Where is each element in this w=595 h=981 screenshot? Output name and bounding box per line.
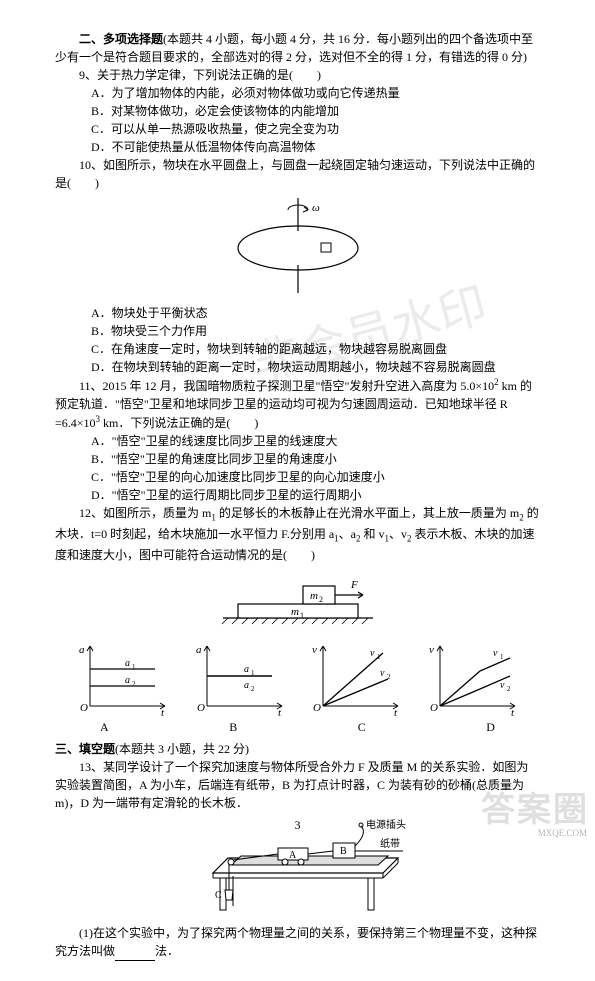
svg-text:O: O	[80, 702, 88, 714]
svg-text:v: v	[370, 648, 375, 659]
section3-instructions: (本题共 3 小题，共 22 分)	[115, 742, 249, 756]
q10-optD: D．在物块到转轴的距离一定时，物块运动周期越小，物块越不容易脱离圆盘	[55, 358, 540, 376]
q12-p4: 、a	[339, 527, 356, 541]
svg-text:1: 1	[300, 611, 304, 620]
q12-p5: 和 v	[360, 527, 384, 541]
graph-label-B: B	[229, 718, 237, 736]
graph-label-D: D	[486, 718, 495, 736]
q12-main-figure: m1 m2 F	[55, 570, 540, 635]
q12-stem: 12、如图所示，质量为 m1 的足够长的木板静止在光滑水平面上，其上放一质量为 …	[55, 504, 540, 564]
svg-text:t: t	[278, 707, 282, 716]
q10-optB: B．物块受三个力作用	[55, 322, 540, 340]
svg-text:O: O	[197, 702, 205, 714]
graph-label-C: C	[358, 718, 366, 736]
q9-stem: 9、关于热力学定律，下列说法正确的是( )	[55, 66, 540, 84]
svg-text:O: O	[430, 702, 438, 714]
blank-fill	[115, 942, 155, 961]
q11-stem-p1: 11、2015 年 12 月，我国暗物质粒子探测卫星"悟空"发射升空进入高度为 …	[79, 379, 494, 393]
q9-optA: A．为了增加物体的内能，必须对物体做功或向它传递热量	[55, 84, 540, 102]
section3-title: 三、填空题	[55, 742, 115, 756]
q9-optB: B．对某物体做功，必定会使该物体的内能增加	[55, 102, 540, 120]
disk-figure-svg: ω	[213, 198, 383, 293]
svg-text:a: a	[79, 644, 85, 656]
q12-graph-row: a t O a1 a2 a t O a1 a2 v t O v1	[75, 641, 520, 716]
block-on-plank-svg: m1 m2 F	[213, 570, 383, 630]
q10-optC: C．在角速度一定时，物块到转轴的距离越远，物块越容易脱离圆盘	[55, 340, 540, 358]
svg-text:v: v	[312, 644, 317, 656]
svg-text:a: a	[196, 644, 202, 656]
page-number: 3	[0, 816, 595, 834]
q12-p6: 、v	[389, 527, 407, 541]
graph-A: a t O a1 a2	[75, 641, 170, 716]
svg-text:C: C	[215, 890, 222, 901]
q11-optC: C．"悟空"卫星的向心加速度比同步卫星的向心加速度小	[55, 468, 540, 486]
svg-text:v: v	[493, 648, 498, 659]
svg-text:1: 1	[251, 669, 255, 677]
q13-part1b: 法．	[155, 944, 179, 958]
section2-header: 二、多项选择题(本题共 4 小题，每小题 4 分，共 16 分．每小题列出的四个…	[55, 30, 540, 66]
svg-text:1: 1	[377, 653, 381, 661]
svg-text:t: t	[394, 707, 398, 716]
graph-C: v t O v1 v2	[308, 641, 403, 716]
svg-text:O: O	[313, 702, 321, 714]
svg-text:t: t	[511, 707, 515, 716]
svg-text:2: 2	[507, 685, 511, 693]
svg-text:2: 2	[387, 673, 391, 681]
q11-optA: A．"悟空"卫星的线速度比同步卫星的线速度大	[55, 432, 540, 450]
svg-text:2: 2	[132, 680, 136, 688]
q11-stem: 11、2015 年 12 月，我国暗物质粒子探测卫星"悟空"发射升空进入高度为 …	[55, 376, 540, 432]
svg-text:t: t	[161, 707, 165, 716]
svg-text:v: v	[380, 668, 385, 679]
section3-header: 三、填空题(本题共 3 小题，共 22 分)	[55, 740, 540, 758]
svg-text:B: B	[340, 846, 347, 857]
svg-text:纸带: 纸带	[380, 837, 400, 850]
svg-text:a: a	[244, 680, 249, 691]
q11-stem-p3: km．下列说法正确的是( )	[100, 416, 258, 430]
svg-text:v: v	[500, 680, 505, 691]
q12-graph-labels: A B C D	[100, 718, 495, 736]
graph-D: v t O v1 v2	[425, 641, 520, 716]
svg-text:A: A	[289, 850, 297, 861]
svg-text:2: 2	[251, 685, 255, 693]
q13-stem: 13、某同学设计了一个探究加速度与物体所受合外力 F 及质量 M 的关系实验．如…	[55, 758, 540, 812]
svg-text:a: a	[244, 664, 249, 675]
svg-text:v: v	[429, 644, 434, 656]
svg-text:F: F	[350, 579, 358, 591]
q9-optC: C．可以从单一热源吸收热量，使之完全变为功	[55, 120, 540, 138]
q10-optA: A．物块处于平衡状态	[55, 304, 540, 322]
svg-text:1: 1	[500, 653, 504, 661]
q11-optB: B．"悟空"卫星的角速度比同步卫星的角速度小	[55, 450, 540, 468]
svg-text:m: m	[310, 590, 318, 602]
svg-text:a: a	[125, 675, 130, 686]
q12-p1: 12、如图所示，质量为 m	[79, 506, 211, 520]
q10-stem: 10、如图所示，物块在水平圆盘上，与圆盘一起绕固定轴匀速运动，下列说法中正确的是…	[55, 156, 540, 192]
q13-part1: (1)在这个实验中，为了探究两个物理量之间的关系，要保持第三个物理量不变，这种探…	[55, 924, 540, 961]
svg-text:a: a	[125, 658, 130, 669]
q9-optD: D．不可能使热量从低温物体传向高温物体	[55, 138, 540, 156]
q12-p2: 的足够长的木板静止在光滑水平面上，其上放一质量为 m	[216, 506, 519, 520]
q10-figure: ω	[55, 198, 540, 298]
q11-optD: D．"悟空"卫星的运行周期比同步卫星的运行周期小	[55, 486, 540, 504]
graph-B: a t O a1 a2	[192, 641, 287, 716]
svg-text:1: 1	[132, 663, 136, 671]
section2-title: 二、多项选择题	[79, 32, 163, 46]
svg-text:m: m	[291, 606, 299, 618]
svg-text:2: 2	[319, 595, 323, 604]
omega-label: ω	[312, 202, 320, 214]
graph-label-A: A	[100, 718, 109, 736]
